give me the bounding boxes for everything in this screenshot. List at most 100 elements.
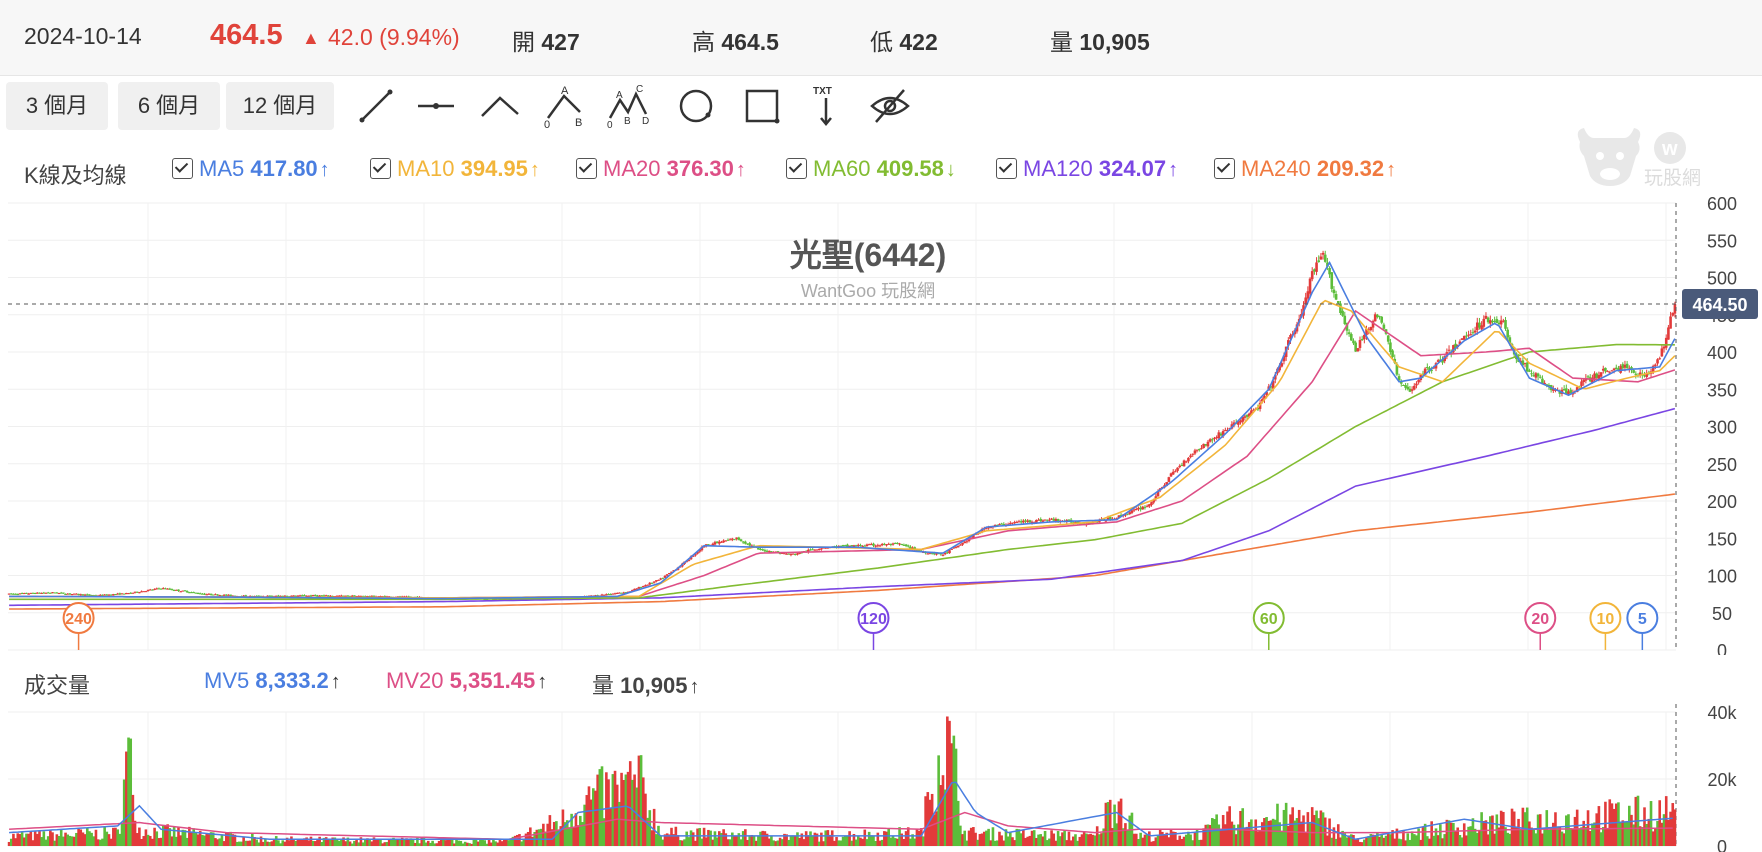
candle — [196, 592, 200, 594]
volume-bar — [51, 832, 54, 846]
volume-bar — [685, 831, 689, 846]
volume-bar — [709, 830, 712, 846]
horizontal-line-tool-icon[interactable] — [414, 84, 458, 128]
candle — [1365, 328, 1368, 336]
candle — [1658, 358, 1662, 360]
line-tool-icon[interactable] — [354, 84, 398, 128]
circle-tool-icon[interactable] — [674, 84, 718, 128]
ma240-toggle[interactable]: MA240 209.32 ↑ — [1214, 156, 1396, 182]
abcd-wave-tool-icon[interactable]: A B C D 0 — [606, 84, 650, 128]
period-6m-button[interactable]: 6 個月 — [118, 82, 220, 130]
volume-bar — [1580, 827, 1583, 846]
vol-arrow-icon: ↑ — [689, 676, 700, 698]
candle — [1389, 342, 1392, 352]
volume-bar — [568, 827, 571, 846]
volume-bar — [646, 817, 649, 846]
candle — [961, 542, 964, 545]
volume-bar — [496, 842, 500, 846]
candle — [820, 548, 823, 550]
candle — [66, 593, 70, 595]
candle — [1430, 369, 1433, 371]
volume-bar — [353, 840, 356, 846]
volume-bar — [261, 841, 265, 846]
candle — [1030, 521, 1034, 523]
volume-bar — [700, 838, 704, 846]
volume-bar — [835, 837, 838, 846]
ma-markers: 240 120 60 20 10 5 — [62, 602, 1659, 650]
candle — [309, 595, 313, 597]
candle — [1280, 363, 1284, 367]
volume-chart[interactable]: 0 20k 40k — [0, 704, 1762, 852]
volume-bar — [1404, 840, 1407, 846]
volume-bar — [324, 837, 328, 846]
volume-bar — [1525, 807, 1529, 846]
ma60-toggle[interactable]: MA60 409.58 ↓ — [786, 156, 956, 182]
volume-bar — [1217, 824, 1221, 846]
candle — [763, 550, 767, 552]
candle — [1371, 321, 1375, 328]
ma20-toggle[interactable]: MA20 376.30 ↑ — [576, 156, 746, 182]
volume-bar — [1323, 817, 1327, 846]
volume-bar — [876, 832, 880, 846]
candle — [880, 544, 884, 546]
volume-bar — [893, 838, 897, 846]
price-chart[interactable]: 光聖(6442) WantGoo 玩股網 240 120 60 20 10 5 0 50 10… — [0, 195, 1762, 655]
candle — [657, 579, 660, 581]
volume-bar — [142, 836, 146, 846]
volume-bar — [1202, 828, 1205, 846]
candle — [224, 594, 228, 596]
text-tool-icon[interactable]: TXT — [804, 84, 848, 128]
candle — [780, 552, 784, 554]
volume-bar — [833, 840, 836, 846]
ma5-toggle[interactable]: MA5 417.80 ↑ — [172, 156, 330, 182]
candle — [867, 544, 871, 546]
ma10-toggle[interactable]: MA10 394.95 ↑ — [370, 156, 540, 182]
ma120-toggle[interactable]: MA120 324.07 ↑ — [996, 156, 1178, 182]
hide-drawings-icon[interactable] — [868, 84, 912, 128]
rectangle-tool-icon[interactable] — [740, 84, 784, 128]
candle — [274, 595, 278, 597]
volume-bar — [1165, 832, 1168, 846]
candle — [1211, 439, 1214, 441]
candle — [99, 594, 102, 596]
checkbox-icon[interactable] — [172, 158, 193, 179]
volume-bar — [1534, 833, 1538, 846]
volume-bar — [305, 837, 308, 846]
checkbox-icon[interactable] — [786, 158, 807, 179]
candle — [1465, 335, 1468, 337]
volume-bar — [937, 755, 940, 846]
checkbox-icon[interactable] — [1214, 158, 1235, 179]
volume-bar — [715, 837, 719, 846]
kline-legend-title: K線及均線 — [24, 163, 127, 188]
candle — [342, 595, 345, 597]
checkbox-icon[interactable] — [996, 158, 1017, 179]
volume-bar — [1304, 831, 1307, 846]
volume-bar — [372, 837, 376, 846]
volume-bar — [998, 831, 1001, 846]
abc-wave-tool-icon[interactable]: A B 0 — [542, 84, 586, 128]
volume-bar — [494, 841, 497, 846]
candle — [1410, 389, 1414, 391]
volume-bar — [333, 837, 337, 846]
checkbox-icon[interactable] — [370, 158, 391, 179]
period-3m-button[interactable]: 3 個月 — [6, 82, 108, 130]
volume-bar — [1515, 826, 1518, 846]
volume-bar — [463, 841, 467, 846]
volume-bar — [46, 836, 50, 846]
candle — [155, 588, 159, 590]
checkbox-icon[interactable] — [576, 158, 597, 179]
volume-bar — [739, 839, 743, 846]
candle — [340, 595, 343, 597]
volume-bar — [1091, 834, 1095, 846]
angle-tool-icon[interactable] — [478, 84, 522, 128]
volume-bar — [366, 838, 369, 846]
candle — [1486, 317, 1490, 323]
period-12m-button[interactable]: 12 個月 — [226, 82, 334, 130]
volume-bar — [778, 837, 782, 846]
candle — [379, 596, 382, 598]
volume-bar — [637, 755, 641, 846]
volume-bar — [904, 831, 908, 846]
candle — [188, 592, 191, 594]
volume-bar — [88, 831, 91, 846]
volume-bar — [201, 834, 204, 846]
